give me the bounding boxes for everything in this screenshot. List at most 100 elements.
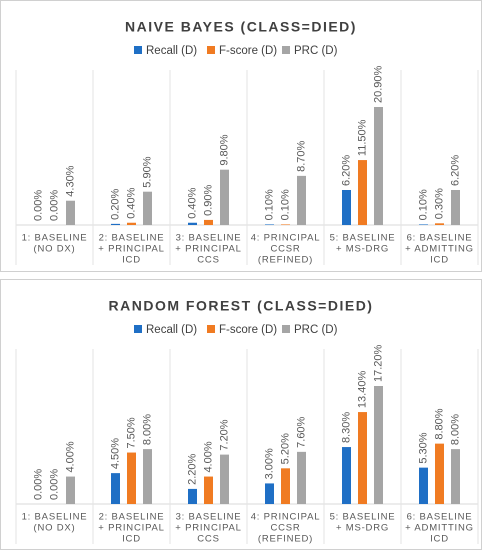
data-label: 0.10% [417,189,429,220]
data-label: 4.00% [202,441,214,472]
data-label: 0.90% [202,185,214,216]
x-tick-label: 5: BASELINE [330,512,396,523]
x-tick-label: ICD [122,255,141,266]
bar [297,451,306,504]
x-tick-label: (NO DX) [33,244,75,255]
data-label: 7.50% [125,417,137,448]
x-tick-label: CCS [197,534,219,545]
data-label: 17.20% [372,344,384,382]
data-label: 0.40% [125,187,137,218]
bar [143,191,152,225]
legend-swatch [207,325,215,333]
data-label: 9.80% [218,134,230,165]
data-label: 8.00% [141,414,153,445]
x-tick-label: ICD [122,534,141,545]
bar [220,454,229,504]
bar [111,473,120,504]
data-label: 13.40% [356,371,368,409]
bar [127,452,136,504]
data-label: 5.90% [141,156,153,187]
bar [374,386,383,504]
legend-label: Recall (D) [146,324,197,336]
bar [204,219,213,225]
bar [451,449,460,504]
data-label: 7.60% [295,416,307,447]
x-tick-label: + PRINCIPAL [175,523,241,534]
x-tick-label: + PRINCIPAL [98,523,164,534]
legend-label: PRC (D) [294,324,338,336]
bar [111,223,120,225]
bar [451,189,460,225]
data-label: 2.20% [186,453,198,484]
bar [127,222,136,225]
data-label: 3.00% [263,448,275,479]
bar [435,223,444,225]
data-label: 20.90% [372,65,384,103]
x-tick-label: + PRINCIPAL [98,244,164,255]
x-tick-label: 4: PRINCIPAL [251,233,321,244]
bar [297,175,306,225]
bar [419,467,428,504]
data-label: 8.80% [433,408,445,439]
data-label: 0.20% [109,188,121,219]
data-label: 4.50% [109,438,121,469]
x-tick-label: + MS-DRG [336,244,389,255]
data-label: 5.30% [417,432,429,463]
x-tick-label: 2: BASELINE [99,233,165,244]
chart-frame [0,0,482,272]
data-label: 0.00% [32,469,44,500]
data-label: 8.00% [449,414,461,445]
legend-label: PRC (D) [294,45,338,57]
data-label: 8.70% [295,140,307,171]
data-label: 6.20% [340,155,352,186]
x-tick-label: 3: BASELINE [176,512,242,523]
chart-title: RANDOM FOREST (CLASS=DIED) [109,298,374,314]
bar [419,224,428,225]
x-tick-label: + PRINCIPAL [175,244,241,255]
x-tick-label: (NO DX) [33,523,75,534]
x-tick-label: (REFINED) [258,534,313,545]
x-tick-label: CCSR [270,523,300,534]
bar [358,160,367,225]
data-label: 8.30% [340,412,352,443]
bar [66,200,75,225]
bar [66,476,75,504]
bar [265,483,274,504]
bar [188,222,197,225]
chart-title: NAIVE BAYES (CLASS=DIED) [125,19,357,35]
legend-swatch [282,46,290,54]
x-tick-label: + ADMITTING [405,244,474,255]
x-tick-label: 6: BASELINE [407,233,473,244]
x-tick-label: ICD [430,255,449,266]
bar [143,449,152,504]
data-label: 0.10% [279,189,291,220]
bar [281,468,290,504]
bar [281,224,290,225]
legend-label: F-score (D) [219,324,277,336]
data-label: 4.00% [64,441,76,472]
x-tick-label: 1: BASELINE [22,512,88,523]
bar [342,447,351,504]
bar [358,412,367,504]
data-label: 0.30% [433,188,445,219]
legend-swatch [134,325,142,333]
data-label: 11.50% [356,119,368,156]
bar [204,476,213,504]
x-tick-label: 2: BASELINE [99,512,165,523]
x-tick-label: CCS [197,255,219,266]
legend-swatch [207,46,215,54]
data-label: 7.20% [218,419,230,450]
x-tick-label: 6: BASELINE [407,512,473,523]
x-tick-label: 1: BASELINE [22,233,88,244]
bar [342,189,351,225]
bar [220,169,229,225]
data-label: 0.00% [32,190,44,221]
x-tick-label: 3: BASELINE [176,233,242,244]
x-tick-label: + MS-DRG [336,523,389,534]
legend-label: Recall (D) [146,45,197,57]
data-label: 0.40% [186,187,198,218]
data-label: 0.00% [48,190,60,221]
data-label: 5.20% [279,433,291,464]
bar [435,443,444,504]
